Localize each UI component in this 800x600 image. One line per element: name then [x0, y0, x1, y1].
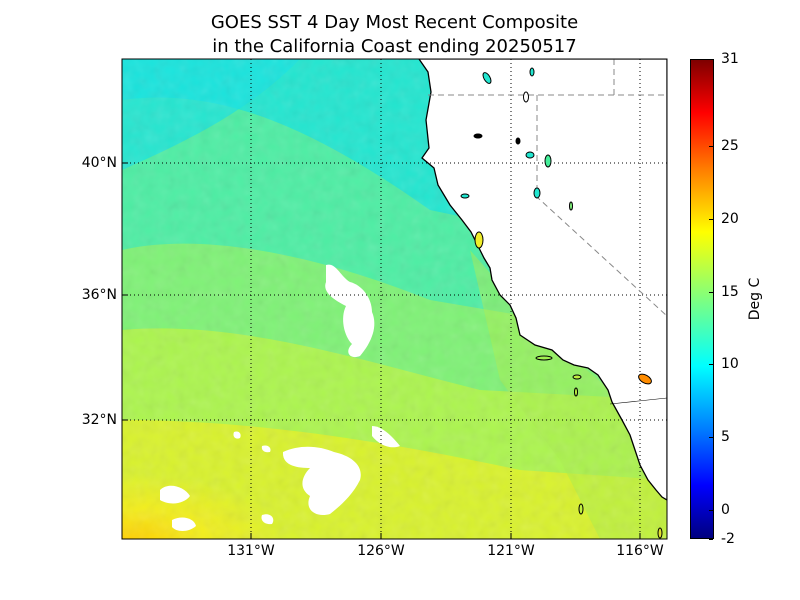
map-title-line-2: in the California Coast ending 20250517 — [212, 36, 577, 57]
lon-label-121w: 121°W — [487, 543, 535, 559]
lon-label-116w: 116°W — [616, 543, 664, 559]
colorbar-tick-label: 20 — [721, 211, 739, 227]
lat-label-40n: 40°N — [81, 155, 117, 171]
map-frame — [121, 58, 668, 540]
colorbar-tick-mark — [709, 539, 713, 540]
colorbar-tick-label: 15 — [721, 283, 739, 300]
colorbar-tick-label: 31 — [721, 51, 739, 67]
colorbar-tick-mark — [709, 509, 713, 511]
colorbar-tick-label: 10 — [721, 356, 739, 373]
cloud-gaps — [160, 264, 400, 531]
colorbar-tick-mark — [709, 146, 713, 148]
colorbar-tick-mark — [709, 291, 713, 293]
lat-label-32n: 32°N — [81, 412, 117, 428]
sst-field — [122, 59, 667, 539]
colorbar — [690, 59, 714, 539]
colorbar-tick-label: 25 — [721, 138, 739, 155]
lon-label-126w: 126°W — [357, 543, 405, 559]
graticule — [122, 59, 667, 539]
colorbar-tick-label: -2 — [721, 531, 735, 547]
axis-ticks — [122, 162, 641, 539]
colorbar-tick-mark — [709, 364, 713, 366]
colorbar-label: Deg C — [747, 277, 763, 321]
colorbar-tick-mark — [709, 437, 713, 439]
colorbar-tick-mark — [709, 219, 713, 220]
lat-label-36n: 36°N — [81, 287, 117, 303]
colorbar-tick-label: 0 — [721, 501, 730, 518]
colorbar-tick-mark — [709, 59, 713, 60]
border-line — [609, 397, 667, 405]
lakes-and-islands — [460, 67, 663, 539]
lon-label-131w: 131°W — [227, 543, 275, 559]
colorbar-tick-label: 5 — [721, 429, 730, 446]
map-title-line-1: GOES SST 4 Day Most Recent Composite — [210, 12, 579, 33]
land-area — [418, 59, 667, 501]
